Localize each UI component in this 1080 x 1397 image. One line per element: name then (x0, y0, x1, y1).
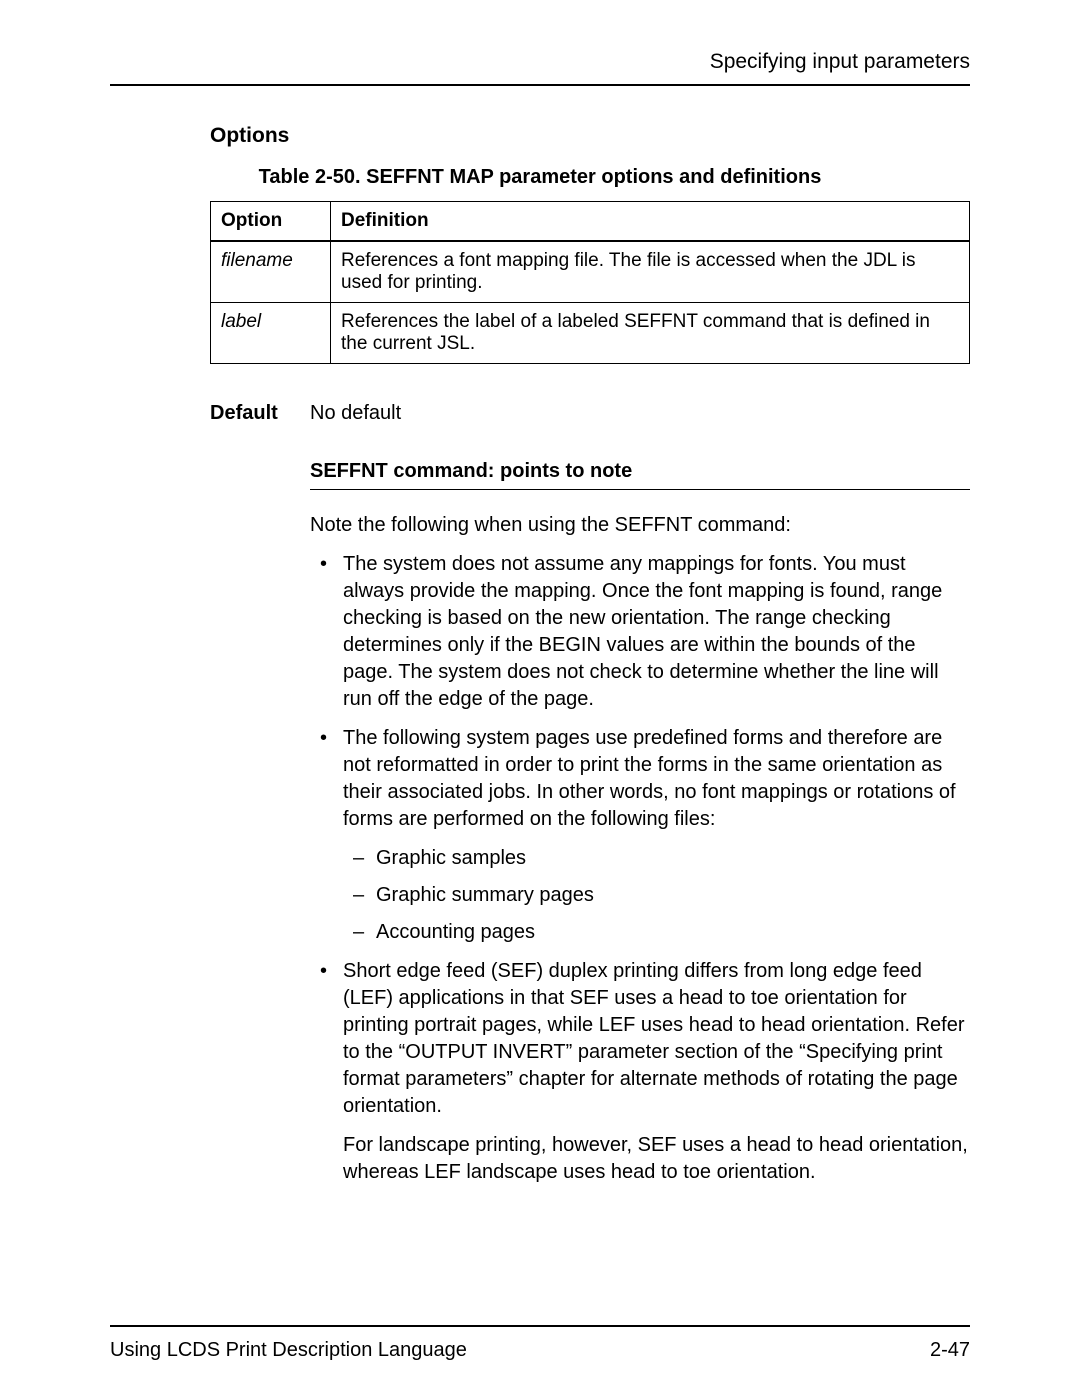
option-cell: label (211, 303, 331, 364)
list-item-text: The following system pages use predefine… (343, 727, 956, 830)
default-value: No default (310, 402, 401, 425)
table-caption: Table 2-50. SEFFNT MAP parameter options… (110, 166, 970, 189)
list-item: Short edge feed (SEF) duplex printing di… (310, 958, 970, 1186)
notes-block: SEFFNT command: points to note Note the … (310, 460, 970, 1186)
table-row: label References the label of a labeled … (211, 303, 970, 364)
col-option: Option (211, 202, 331, 242)
chapter-title: Specifying input parameters (110, 50, 970, 74)
list-item-text: Short edge feed (SEF) duplex printing di… (343, 960, 964, 1117)
list-item: The following system pages use predefine… (310, 725, 970, 946)
default-row: Default No default (210, 402, 970, 425)
list-item: The system does not assume any mappings … (310, 551, 970, 713)
options-table: Option Definition filename References a … (210, 201, 970, 364)
list-item-extra: For landscape printing, however, SEF use… (343, 1132, 970, 1186)
notes-list: The system does not assume any mappings … (310, 551, 970, 1186)
table-row: filename References a font mapping file.… (211, 241, 970, 303)
page-footer: Using LCDS Print Description Language 2-… (110, 1325, 970, 1362)
sublist-item: Graphic samples (343, 845, 970, 872)
definition-cell: References a font mapping file. The file… (331, 241, 970, 303)
notes-intro: Note the following when using the SEFFNT… (310, 512, 970, 539)
col-definition: Definition (331, 202, 970, 242)
footer-doc-title: Using LCDS Print Description Language (110, 1339, 467, 1362)
default-label: Default (210, 402, 310, 425)
table-header-row: Option Definition (211, 202, 970, 242)
sublist-item: Graphic summary pages (343, 882, 970, 909)
sublist: Graphic samples Graphic summary pages Ac… (343, 845, 970, 946)
footer-page-number: 2-47 (930, 1339, 970, 1362)
page-header: Specifying input parameters (110, 50, 970, 86)
option-cell: filename (211, 241, 331, 303)
options-heading: Options (210, 124, 970, 148)
notes-heading: SEFFNT command: points to note (310, 460, 970, 490)
definition-cell: References the label of a labeled SEFFNT… (331, 303, 970, 364)
sublist-item: Accounting pages (343, 919, 970, 946)
list-item-text: The system does not assume any mappings … (343, 553, 942, 710)
